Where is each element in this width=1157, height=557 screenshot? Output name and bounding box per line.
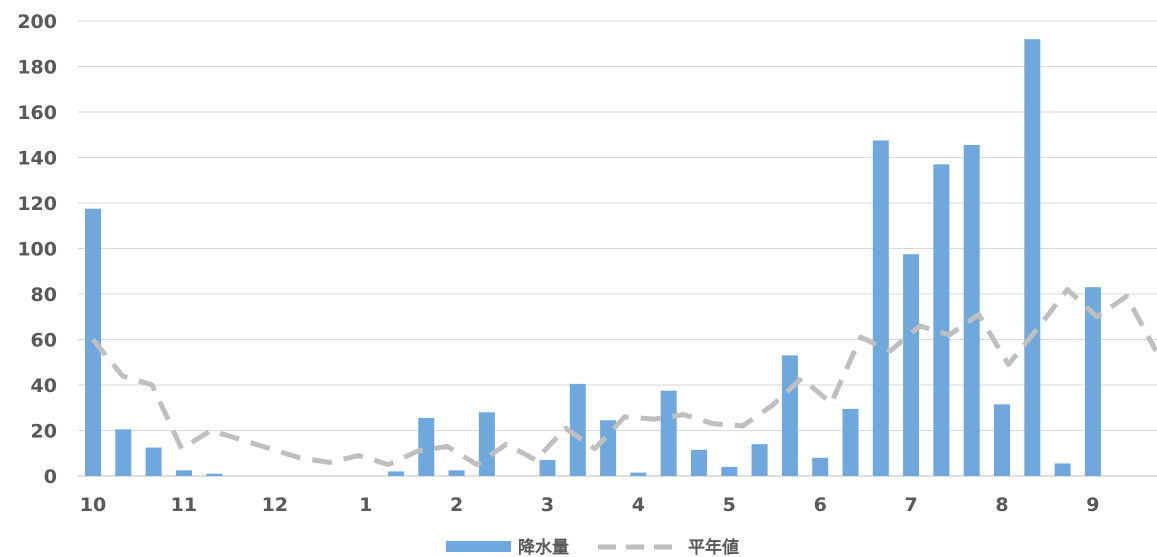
x-tick-label: 1 (359, 494, 372, 516)
legend: 降水量 平年値 (446, 537, 739, 557)
rainfall-bar (569, 383, 586, 476)
rainfall-bar (994, 404, 1010, 476)
legend-label-rainfall: 降水量 (518, 537, 569, 557)
rainfall-bar (721, 466, 738, 476)
y-tick-label: 160 (17, 102, 57, 124)
x-tick-label: 9 (1086, 494, 1099, 516)
x-tick-label: 3 (541, 494, 554, 516)
grid-layer (78, 20, 1157, 477)
rainfall-bar (539, 460, 556, 476)
rainfall-bar (600, 420, 617, 476)
rainfall-bar (206, 473, 223, 476)
rainfall-bar (175, 470, 192, 476)
rainfall-bar (903, 254, 920, 476)
rainfall-bar (963, 144, 980, 477)
x-tick-label: 11 (171, 494, 197, 516)
y-tick-label: 80 (31, 284, 57, 306)
rainfall-bar (660, 390, 677, 476)
rainfall-bar (691, 449, 707, 476)
legend-bar-swatch (446, 541, 511, 552)
x-tick-label: 2 (450, 494, 463, 516)
rainfall-bar (418, 417, 435, 476)
y-tick-label: 40 (31, 375, 57, 397)
rainfall-bar (751, 444, 768, 476)
x-tick-label: 4 (632, 494, 645, 516)
rainfall-bar (630, 472, 647, 476)
x-tick-label: 6 (814, 494, 827, 516)
y-tick-label: 0 (44, 466, 57, 488)
x-tick-label: 8 (995, 494, 1008, 516)
rainfall-bar (872, 140, 889, 476)
rainfall-bar (781, 355, 798, 476)
y-tick-label: 120 (17, 193, 57, 215)
y-tick-label: 200 (17, 11, 57, 33)
x-tick-label: 5 (723, 494, 736, 516)
bar-layer (85, 39, 1101, 477)
rainfall-bar (1024, 39, 1041, 476)
rainfall-bar (478, 412, 495, 476)
rainfall-bar (842, 408, 859, 476)
normal-value-line (91, 287, 1157, 468)
rainfall-bar (145, 447, 162, 476)
rainfall-bar (388, 471, 404, 476)
rainfall-bar (933, 164, 950, 476)
x-tick-label: 12 (262, 494, 288, 516)
legend-label-normal: 平年値 (688, 537, 739, 557)
rainfall-bar (448, 470, 465, 476)
y-tick-label: 180 (17, 57, 57, 79)
line-layer (91, 287, 1157, 468)
y-tick-label: 100 (17, 239, 57, 261)
y-tick-label: 140 (17, 148, 57, 170)
x-tick-label: 7 (904, 494, 917, 516)
x-tick-label: 10 (80, 494, 106, 516)
rainfall-bar (1084, 287, 1101, 476)
y-tick-label: 60 (31, 330, 57, 352)
rainfall-bar (1054, 463, 1071, 476)
y-tick-label: 20 (31, 421, 57, 443)
rainfall-bar (115, 429, 132, 476)
rainfall-bar (812, 457, 829, 476)
